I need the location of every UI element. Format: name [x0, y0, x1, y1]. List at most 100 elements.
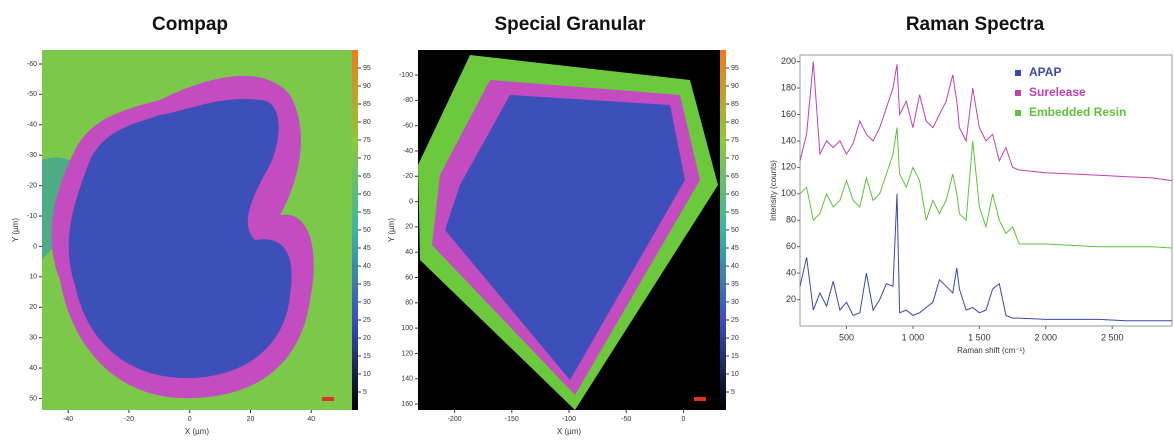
y-tick-label: 40	[786, 267, 796, 277]
y-tick-label: 40	[405, 249, 413, 256]
x-tick-label: 500	[839, 332, 854, 342]
y-tick-label: 200	[781, 56, 796, 66]
x-tick-label: -200	[448, 416, 462, 423]
colorbar-tick-label: 5	[363, 389, 367, 396]
colorbar-tick-label: 70	[731, 155, 739, 162]
y-tick-label: -60	[27, 61, 37, 68]
colorbar-tick-label: 85	[363, 101, 371, 108]
colorbar-tick-label: 20	[731, 335, 739, 342]
y-tick-label: -10	[27, 213, 37, 220]
y-axis-label: Y (µm)	[387, 218, 396, 242]
colorbar-tick-label: 90	[363, 83, 371, 90]
y-axis-label: Intensity (counts)	[769, 160, 778, 221]
y-tick-label: 20	[405, 224, 413, 231]
y-tick-label: 80	[786, 215, 796, 225]
colorbar-tick-label: 10	[731, 371, 739, 378]
colorbar-tick-label: 5	[731, 389, 735, 396]
y-tick-label: -20	[403, 173, 413, 180]
colorbar-tick-label: 15	[731, 353, 739, 360]
y-tick-label: 60	[405, 274, 413, 281]
map-image	[418, 50, 726, 410]
map-image	[42, 50, 358, 410]
x-tick-label: 20	[247, 416, 255, 423]
x-tick-label: 40	[307, 416, 315, 423]
colorbar-tick-label: 90	[731, 83, 739, 90]
colorbar-tick-label: 30	[363, 299, 371, 306]
x-tick-label: 0	[188, 416, 192, 423]
x-tick-label: -50	[621, 416, 631, 423]
colorbar-tick-label: 10	[363, 371, 371, 378]
colorbar-tick-label: 35	[363, 281, 371, 288]
y-tick-label: 140	[781, 135, 796, 145]
chart-title: Raman Spectra	[906, 14, 1045, 35]
colorbar-tick-label: 20	[363, 335, 371, 342]
y-tick-label: 10	[29, 274, 37, 281]
colorbar-tick-label: 75	[731, 137, 739, 144]
x-tick-label: 0	[681, 416, 685, 423]
y-tick-label: -40	[27, 122, 37, 129]
colorbar-tick-label: 45	[363, 245, 371, 252]
y-tick-label: -60	[403, 123, 413, 130]
y-tick-label: 60	[786, 241, 796, 251]
y-tick-label: 30	[29, 334, 37, 341]
x-tick-label: 2 000	[1035, 332, 1058, 342]
x-axis-label: X (µm)	[185, 427, 209, 436]
colorbar-tick-label: 25	[731, 317, 739, 324]
colorbar-tick-label: 60	[731, 191, 739, 198]
plot-frame	[799, 54, 1173, 327]
colorbar-tick-label: 25	[363, 317, 371, 324]
y-tick-label: 0	[33, 243, 37, 250]
x-axis-label: X (µm)	[557, 427, 581, 436]
y-tick-label: 80	[405, 300, 413, 307]
y-tick-label: -80	[403, 97, 413, 104]
colorbar-tick-label: 15	[363, 353, 371, 360]
colorbar-tick-label: 40	[363, 263, 371, 270]
y-tick-label: 160	[401, 401, 413, 408]
y-tick-label: 180	[781, 82, 796, 92]
y-tick-label: -20	[27, 182, 37, 189]
y-tick-label: -30	[27, 152, 37, 159]
colorbar-tick-label: 95	[363, 65, 371, 72]
x-axis-label: Raman shift (cm⁻¹)	[957, 346, 1025, 355]
colorbar-tick-label: 65	[363, 173, 371, 180]
y-tick-label: 100	[781, 188, 796, 198]
x-tick-label: 1 000	[902, 332, 925, 342]
colorbar-tick-label: 45	[731, 245, 739, 252]
series-line	[799, 127, 1173, 249]
series-line	[799, 61, 1173, 182]
colorbar-tick-label: 95	[731, 65, 739, 72]
colorbar-tick-label: 55	[363, 209, 371, 216]
colorbar-tick-label: 70	[363, 155, 371, 162]
x-tick-label: -100	[562, 416, 576, 423]
x-tick-label: -150	[505, 416, 519, 423]
x-tick-label: 1 500	[968, 332, 991, 342]
colorbar-tick-label: 35	[731, 281, 739, 288]
y-tick-label: 40	[29, 365, 37, 372]
y-tick-label: 140	[401, 376, 413, 383]
series-line	[799, 193, 1172, 322]
y-tick-label: 120	[781, 162, 796, 172]
colorbar-tick-label: 40	[731, 263, 739, 270]
y-tick-label: -100	[399, 72, 413, 79]
x-tick-label: -20	[124, 416, 134, 423]
legend-swatch	[1015, 110, 1021, 116]
colorbar-tick-label: 50	[363, 227, 371, 234]
chart-title: Compap	[152, 14, 228, 35]
legend-swatch	[1015, 90, 1021, 96]
colorbar-tick-label: 85	[731, 101, 739, 108]
x-tick-label: 2 500	[1101, 332, 1124, 342]
colorbar-tick-label: 50	[731, 227, 739, 234]
y-tick-label: 20	[29, 304, 37, 311]
colorbar-tick-label: 55	[731, 209, 739, 216]
y-tick-label: 50	[29, 395, 37, 402]
colorbar-tick-label: 60	[363, 191, 371, 198]
colorbar-tick-label: 80	[363, 119, 371, 126]
x-tick-label: -40	[63, 416, 73, 423]
y-tick-label: -50	[27, 91, 37, 98]
y-tick-label: 100	[401, 325, 413, 332]
colorbar-tick-label: 30	[731, 299, 739, 306]
y-tick-label: 0	[409, 198, 413, 205]
y-tick-label: -40	[403, 148, 413, 155]
y-tick-label: 120	[401, 350, 413, 357]
